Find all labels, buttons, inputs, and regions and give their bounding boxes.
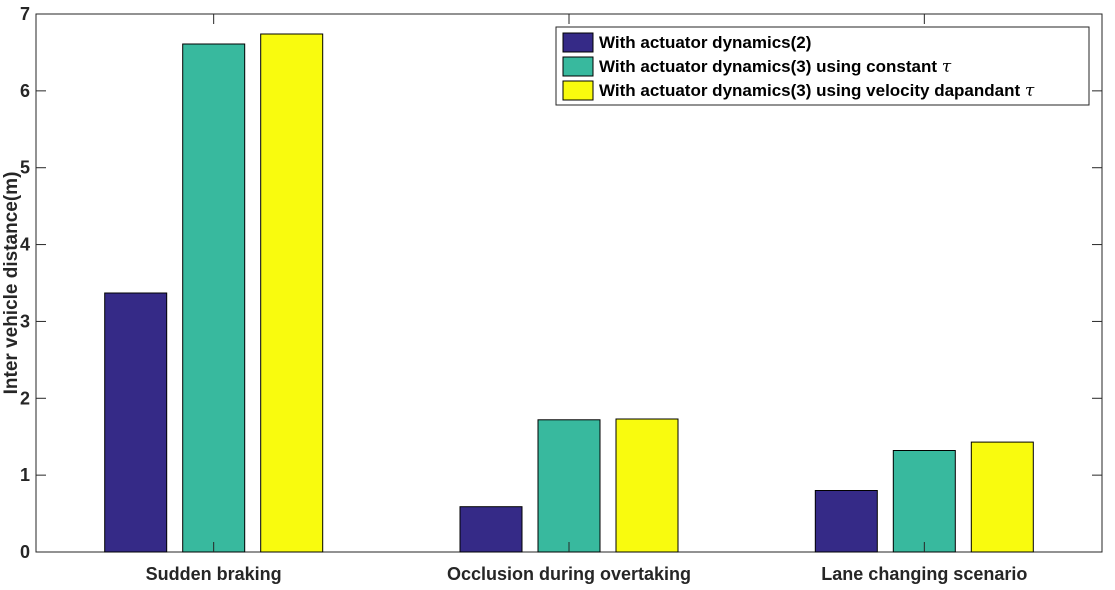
legend-box: [555, 26, 1090, 106]
legend-label-3: With actuator dynamics(3) using velocity…: [599, 81, 1035, 101]
bar-3-2: [615, 418, 679, 553]
ticks-layer: [36, 13, 1102, 553]
category-labels: Sudden braking Occlusion during overtakin…: [146, 564, 1028, 584]
legend-swatch-1: [562, 32, 594, 53]
y-tick-label: 0: [20, 542, 30, 562]
legend-swatch-3: [562, 80, 594, 101]
y-axis-title: Inter vehicle distance(m): [1, 172, 22, 395]
y-tick-label: 5: [20, 158, 30, 178]
bar-3-1: [260, 33, 324, 553]
bar-1-3: [814, 490, 878, 553]
y-tick-label: 6: [20, 81, 30, 101]
bar-2-2: [537, 419, 601, 553]
category-label: Lane changing scenario: [821, 564, 1027, 584]
y-tick-label: 3: [20, 311, 30, 331]
bar-3-3: [970, 441, 1034, 553]
bar-2-1: [182, 43, 246, 553]
legend-label-1: With actuator dynamics(2): [599, 33, 811, 52]
bars-layer: [104, 33, 1034, 553]
category-label: Occlusion during overtaking: [447, 564, 691, 584]
bar-1-1: [104, 292, 168, 553]
legend-label-2: With actuator dynamics(3) using constant…: [599, 57, 952, 77]
category-label: Sudden braking: [146, 564, 282, 584]
y-tick-label: 1: [20, 465, 30, 485]
y-tick-label: 4: [20, 235, 30, 255]
y-tick-label: 7: [20, 4, 30, 24]
bar-2-3: [892, 450, 956, 553]
legend-swatch-2: [562, 56, 594, 77]
bar-1-2: [459, 506, 523, 553]
legend-items: With actuator dynamics(2) With actuator d…: [562, 32, 1035, 101]
y-tick-label: 2: [20, 388, 30, 408]
legend: With actuator dynamics(2) With actuator d…: [555, 26, 1090, 106]
y-tick-labels: 0 1 2 3 4 5 6 7: [20, 4, 30, 562]
